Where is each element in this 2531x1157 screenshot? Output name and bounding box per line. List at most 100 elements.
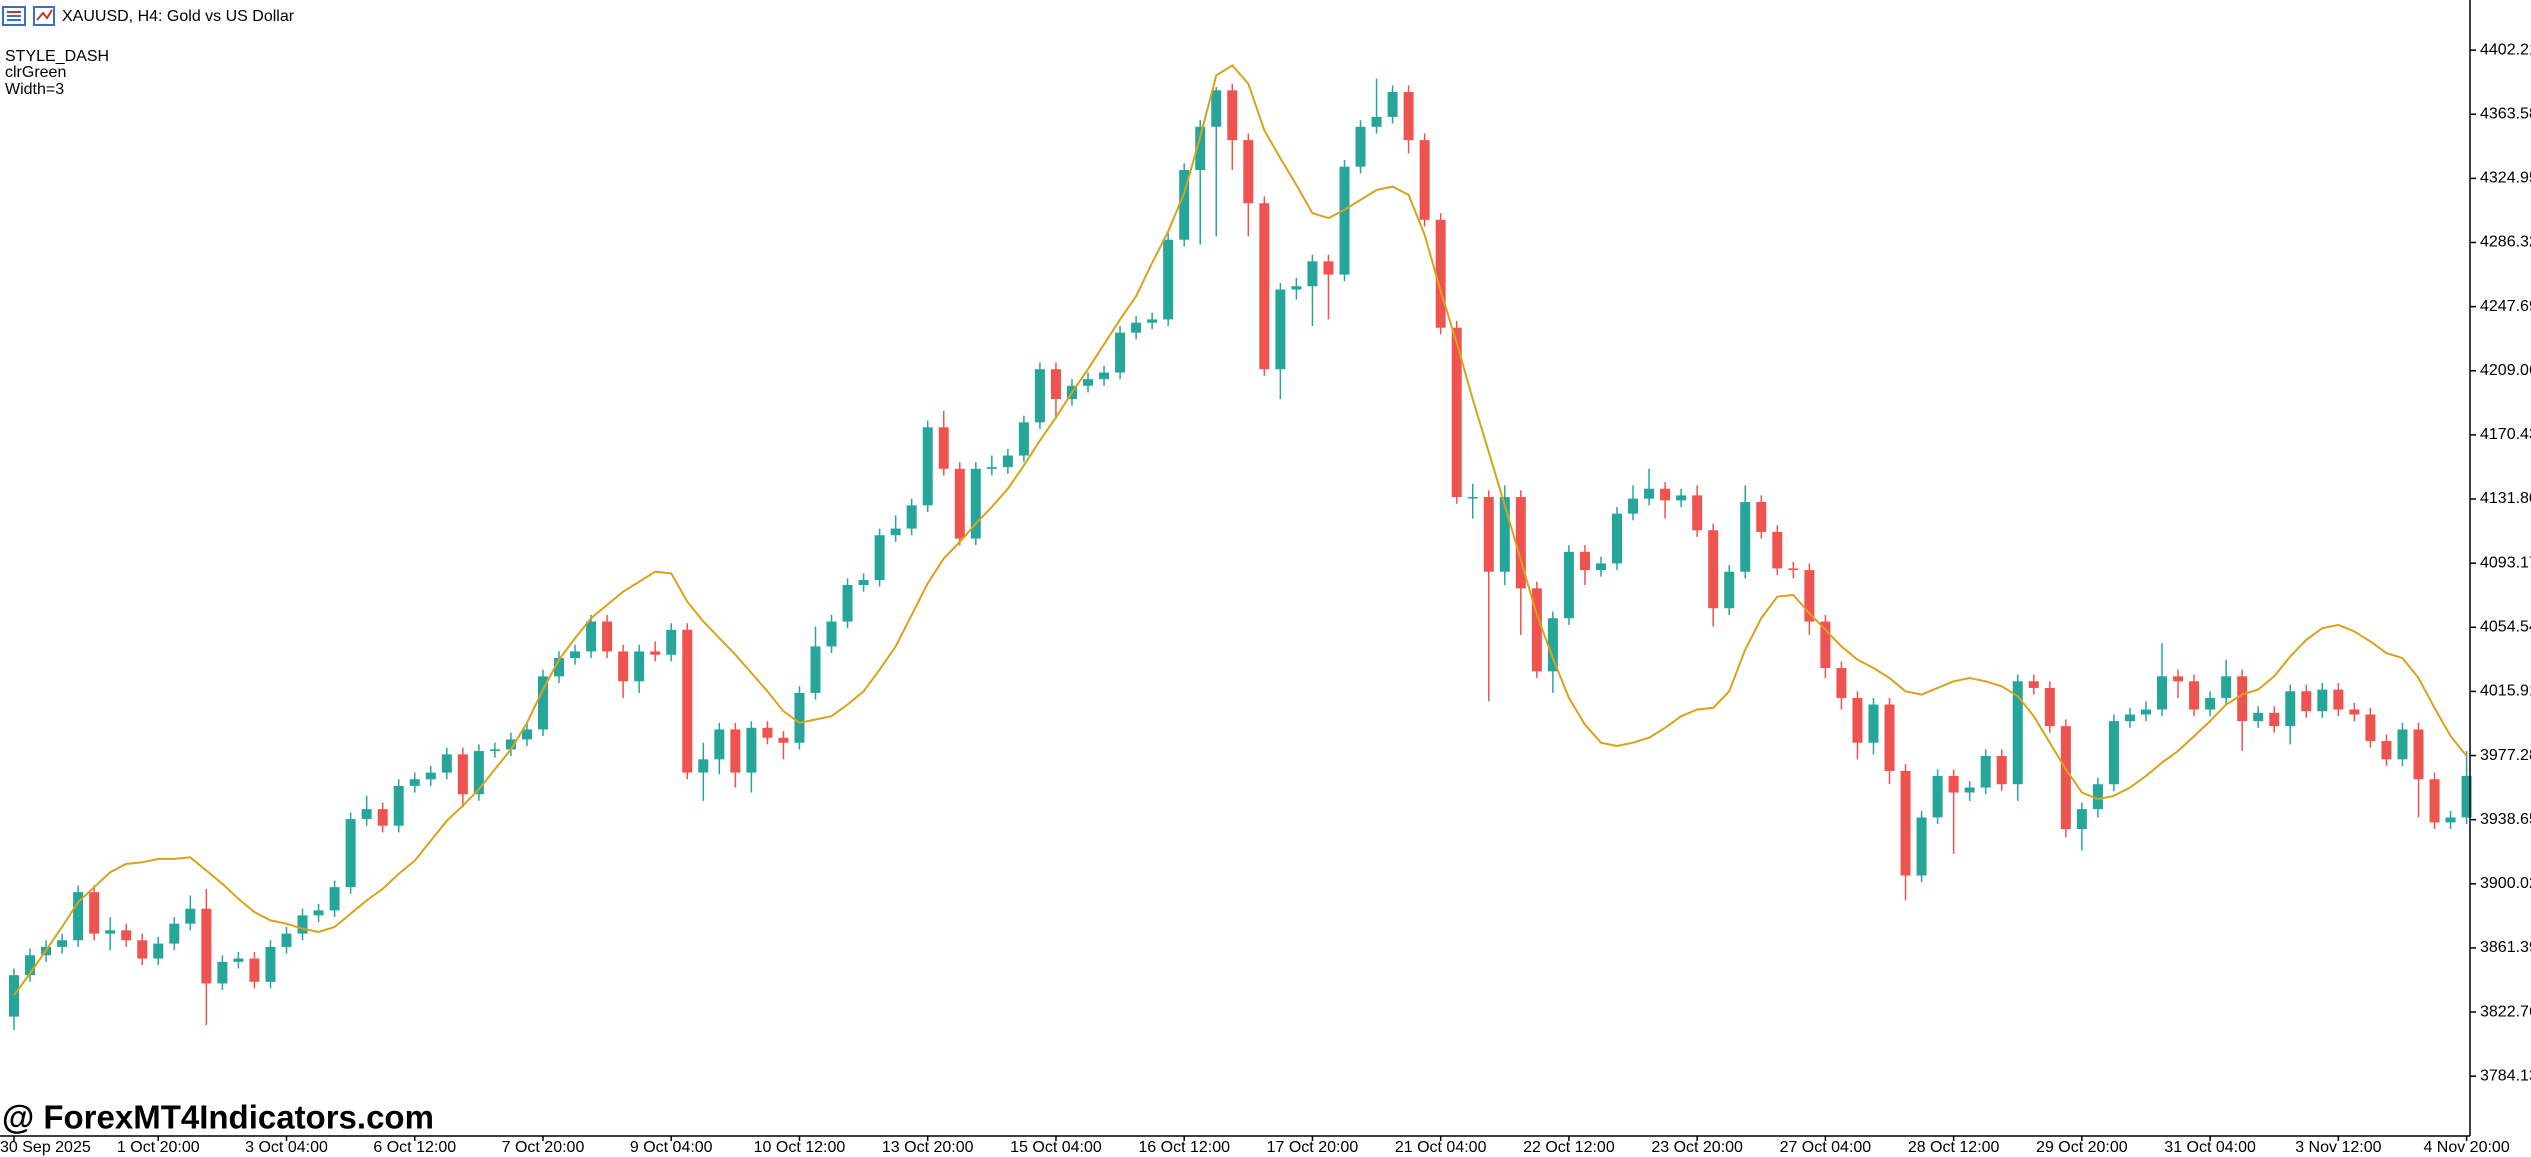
candle-body	[2140, 709, 2151, 715]
x-tick-label: 16 Oct 12:00	[1138, 1139, 1230, 1156]
candle-body	[938, 427, 949, 469]
candle-body	[1275, 289, 1286, 370]
candle-body	[2189, 681, 2200, 710]
candle-body	[345, 819, 356, 888]
candle-body	[1692, 495, 1703, 531]
candle-body	[954, 468, 965, 539]
x-tick-label: 7 Oct 20:00	[502, 1139, 585, 1156]
icon-chart-line	[36, 9, 53, 21]
candle-body	[2285, 691, 2296, 727]
candle-body	[1483, 497, 1494, 572]
candle-body	[1948, 775, 1959, 793]
candle-body	[2253, 712, 2264, 722]
candle-body	[714, 729, 725, 760]
candle-body	[1932, 775, 1943, 818]
y-tick-label: 3977.28	[2480, 747, 2531, 764]
candle-body	[2461, 775, 2472, 818]
candle-body	[1259, 203, 1270, 370]
candle-body	[1018, 422, 1029, 456]
candle-body	[1788, 568, 1799, 571]
candle-body	[1179, 169, 1190, 240]
x-tick-label: 21 Oct 04:00	[1395, 1139, 1487, 1156]
x-tick-label: 3 Oct 04:00	[245, 1139, 328, 1156]
y-tick-label: 4363.58	[2480, 105, 2531, 122]
candle-body	[1083, 379, 1094, 386]
x-tick-label: 29 Oct 20:00	[2036, 1139, 2128, 1156]
indicator-note: Width=3	[5, 81, 64, 98]
candle-body	[9, 975, 19, 1017]
candle-body	[1291, 286, 1302, 290]
icon-chart	[33, 6, 55, 26]
candle-body	[586, 621, 597, 652]
watermark: @ ForexMT4Indicators.com	[2, 1099, 434, 1136]
y-tick-label: 4170.43	[2480, 426, 2531, 443]
candle-body	[2012, 681, 2023, 785]
candle-body	[2092, 784, 2103, 810]
candle-body	[1451, 327, 1462, 498]
candle-body	[618, 651, 629, 682]
candle-body	[73, 892, 84, 941]
candle-body	[1900, 770, 1911, 876]
x-tick-label: 1 Oct 20:00	[117, 1139, 200, 1156]
candle-body	[1612, 513, 1622, 564]
candle-body	[1852, 697, 1863, 743]
candle-body	[2044, 687, 2055, 727]
indicator-note: STYLE_DASH	[5, 48, 109, 65]
candle-body	[1467, 497, 1478, 499]
candle-body	[634, 651, 645, 682]
x-tick-label: 22 Oct 12:00	[1523, 1139, 1615, 1156]
candle-body	[489, 749, 500, 752]
candle-body	[409, 779, 420, 786]
candle-body	[1644, 488, 1655, 499]
candle-body	[2173, 676, 2184, 682]
candle-body	[217, 961, 228, 984]
candle-body	[1099, 372, 1110, 380]
candle-body	[249, 958, 260, 982]
y-tick-label: 3861.39	[2480, 939, 2531, 956]
x-tick-label: 4 Nov 20:00	[2423, 1139, 2509, 1156]
candle-body	[1163, 239, 1174, 320]
candle-body	[1868, 704, 1879, 743]
x-tick-label: 23 Oct 20:00	[1651, 1139, 1743, 1156]
candle-body	[1403, 91, 1414, 141]
candle-body	[730, 729, 741, 773]
candle-body	[1371, 116, 1382, 127]
x-tick-label: 31 Oct 04:00	[2164, 1139, 2256, 1156]
candle-body	[1724, 571, 1735, 609]
x-tick-label: 3 Nov 12:00	[2295, 1139, 2381, 1156]
candle-body	[554, 658, 565, 677]
candle-body	[441, 754, 452, 773]
y-tick-label: 3938.65	[2480, 811, 2531, 828]
candle-body	[1211, 90, 1222, 127]
candle-body	[1916, 817, 1927, 876]
candle-body	[425, 772, 436, 780]
candle-body	[874, 535, 885, 581]
candle-body	[1499, 497, 1510, 572]
candle-body	[505, 739, 516, 750]
candle-body	[329, 887, 340, 911]
x-tick-label: 28 Oct 12:00	[1908, 1139, 2000, 1156]
candle-body	[1050, 369, 1061, 400]
candle-body	[762, 727, 773, 738]
y-tick-label: 4324.95	[2480, 170, 2531, 187]
candle-body	[2076, 809, 2087, 830]
candle-body	[922, 427, 933, 506]
candle-body	[521, 729, 532, 740]
x-tick-label: 30 Sep 2025	[0, 1139, 91, 1156]
candle-body	[121, 930, 132, 941]
candle-body	[2269, 712, 2280, 727]
candle-body	[2205, 697, 2216, 710]
candle-body	[2317, 689, 2328, 712]
candle-body	[537, 676, 548, 730]
x-tick-label: 10 Oct 12:00	[754, 1139, 846, 1156]
candle-body	[233, 958, 244, 962]
candle-body	[1339, 166, 1350, 275]
candle-body	[2028, 681, 2039, 688]
plot-area	[9, 64, 2472, 1030]
candle-body	[361, 809, 372, 820]
candle-body	[1002, 455, 1013, 468]
candle-body	[842, 585, 853, 622]
candle-body	[1563, 551, 1574, 619]
